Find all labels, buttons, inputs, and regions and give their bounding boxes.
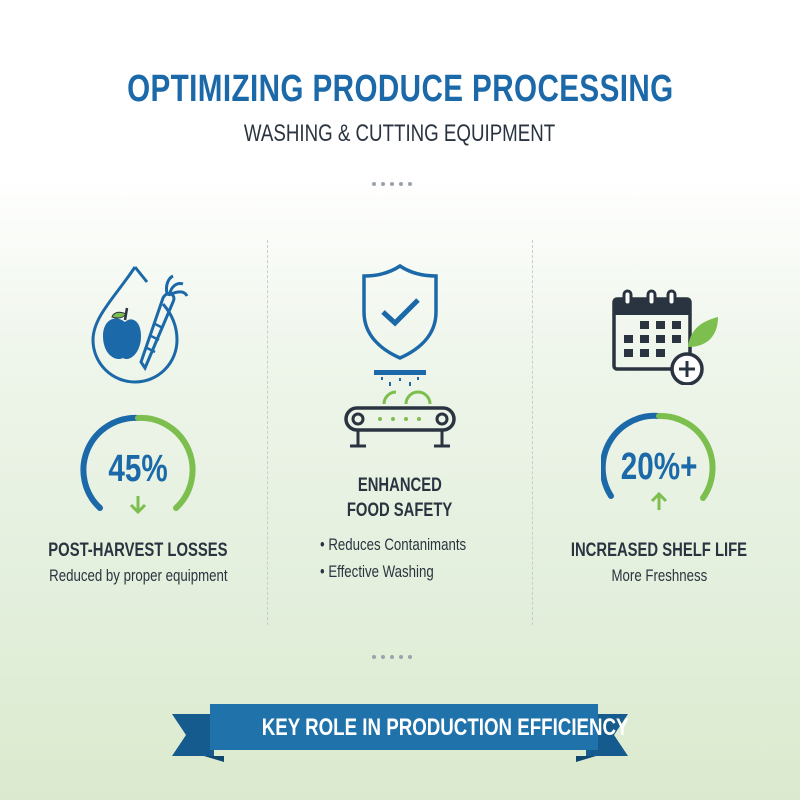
column-heading-line2: FOOD SAFETY (347, 500, 453, 521)
gauge-value: 20%+ (620, 446, 698, 488)
arrow-up-icon (650, 491, 668, 510)
column-divider (532, 240, 533, 625)
gauge-post-harvest (80, 412, 196, 522)
shield-conveyor-icon (340, 262, 460, 452)
dots-divider-top (372, 182, 412, 186)
ribbon-banner-tails (172, 704, 628, 762)
bullet-item: • Effective Washing (320, 562, 434, 581)
bullet-item: • Reduces Contanimants (320, 535, 467, 554)
shield-check-icon (362, 263, 438, 360)
column-text: More Freshness (611, 566, 707, 585)
column-heading: INCREASED SHELF LIFE (570, 540, 748, 561)
column-heading-line1: ENHANCED (358, 475, 442, 496)
page-title: OPTIMIZING PRODUCE PROCESSING (126, 68, 674, 110)
dots-divider-bottom (372, 655, 412, 659)
water-drop-produce-icon (85, 262, 195, 387)
column-heading: POST-HARVEST LOSSES (48, 540, 228, 561)
gauge-shelf-life (599, 410, 717, 520)
banner-label: KEY ROLE IN PRODUCTION EFFICIENCY (261, 714, 629, 741)
calendar-leaf-plus-icon (610, 285, 725, 386)
column-text: Reduced by proper equipment (48, 566, 228, 585)
arrow-down-icon (129, 496, 147, 515)
gauge-value: 45% (108, 448, 168, 490)
bullet-list: • Reduces Contanimants • Effective Washi… (320, 535, 520, 589)
page-subtitle: WASHING & CUTTING EQUIPMENT (244, 120, 556, 147)
column-divider (267, 240, 268, 625)
